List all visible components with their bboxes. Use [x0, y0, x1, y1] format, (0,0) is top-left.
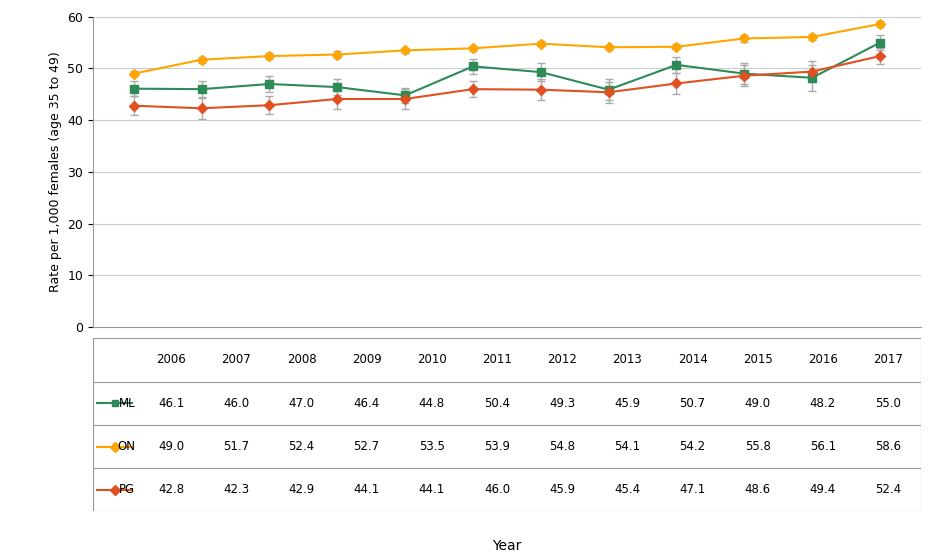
Text: 42.8: 42.8: [158, 484, 184, 496]
Text: 2006: 2006: [156, 353, 186, 366]
Text: 54.8: 54.8: [550, 440, 575, 453]
Text: 45.4: 45.4: [615, 484, 641, 496]
Text: 47.1: 47.1: [680, 484, 706, 496]
Text: 51.7: 51.7: [223, 440, 249, 453]
Text: 52.7: 52.7: [353, 440, 379, 453]
Text: 2016: 2016: [808, 353, 838, 366]
Text: 45.9: 45.9: [549, 484, 576, 496]
Text: 44.1: 44.1: [418, 484, 445, 496]
Text: 42.9: 42.9: [288, 484, 314, 496]
Text: 49.4: 49.4: [810, 484, 836, 496]
Text: 2007: 2007: [221, 353, 251, 366]
Text: 42.3: 42.3: [223, 484, 249, 496]
Y-axis label: Rate per 1,000 females (age 35 to 49): Rate per 1,000 females (age 35 to 49): [48, 51, 61, 292]
Text: 56.1: 56.1: [810, 440, 836, 453]
Text: 2013: 2013: [613, 353, 643, 366]
Text: 50.7: 50.7: [680, 397, 706, 410]
Text: Year: Year: [492, 539, 522, 553]
Text: 46.0: 46.0: [484, 484, 510, 496]
Text: 55.8: 55.8: [745, 440, 771, 453]
Text: 58.6: 58.6: [875, 440, 901, 453]
Text: 54.2: 54.2: [680, 440, 706, 453]
Text: 46.0: 46.0: [223, 397, 249, 410]
Text: 53.5: 53.5: [418, 440, 445, 453]
Text: 54.1: 54.1: [615, 440, 641, 453]
Text: 52.4: 52.4: [875, 484, 901, 496]
Text: 55.0: 55.0: [875, 397, 901, 410]
Text: 2014: 2014: [678, 353, 708, 366]
Text: 49.0: 49.0: [745, 397, 771, 410]
Text: 2015: 2015: [743, 353, 773, 366]
Text: 49.0: 49.0: [158, 440, 184, 453]
Text: 46.1: 46.1: [158, 397, 184, 410]
Text: 2008: 2008: [286, 353, 316, 366]
Text: 44.8: 44.8: [418, 397, 445, 410]
Text: 2011: 2011: [482, 353, 512, 366]
Text: 2010: 2010: [417, 353, 446, 366]
Text: 48.6: 48.6: [745, 484, 771, 496]
Text: 47.0: 47.0: [288, 397, 314, 410]
Text: 46.4: 46.4: [353, 397, 379, 410]
Text: 45.9: 45.9: [615, 397, 641, 410]
Text: 52.4: 52.4: [288, 440, 314, 453]
Text: 50.4: 50.4: [484, 397, 510, 410]
Text: ML: ML: [119, 397, 135, 410]
Text: ON: ON: [117, 440, 135, 453]
Text: 2017: 2017: [873, 353, 903, 366]
Text: 53.9: 53.9: [484, 440, 510, 453]
Text: 49.3: 49.3: [549, 397, 576, 410]
Text: 48.2: 48.2: [810, 397, 836, 410]
Text: 44.1: 44.1: [353, 484, 379, 496]
Text: PG: PG: [119, 484, 135, 496]
Text: 2012: 2012: [547, 353, 578, 366]
Text: 2009: 2009: [352, 353, 381, 366]
